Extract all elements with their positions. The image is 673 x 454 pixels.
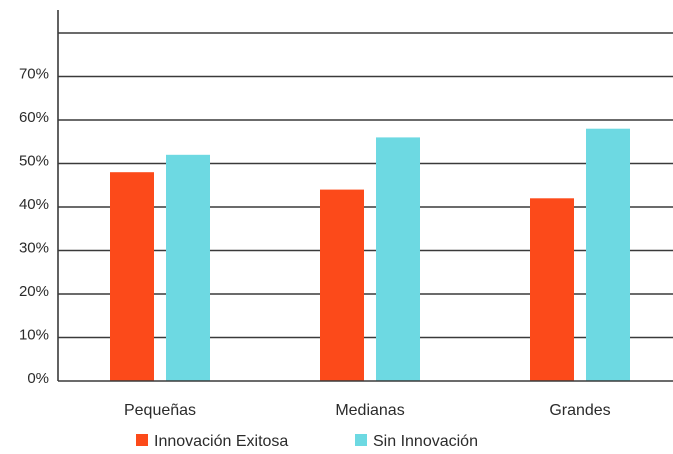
legend-label: Sin Innovación [373, 433, 478, 450]
bar [376, 137, 420, 381]
y-tick-label: 70% [19, 66, 49, 83]
x-tick-labels: Pequeñas Medianas Grandes [124, 402, 611, 419]
gridlines [58, 32, 673, 339]
x-tick-label: Medianas [335, 402, 404, 419]
bars [110, 128, 630, 381]
axes [57, 10, 673, 382]
legend-label: Innovación Exitosa [154, 433, 288, 450]
y-tick-label: 20% [19, 283, 49, 300]
y-tick-label: 0% [27, 370, 49, 387]
bar [110, 172, 154, 381]
bar [530, 198, 574, 381]
y-tick-label: 50% [19, 153, 49, 170]
y-tick-label: 60% [19, 109, 49, 126]
legend: Innovación Exitosa Sin Innovación [136, 433, 478, 450]
bar [320, 189, 364, 381]
y-tick-label: 30% [19, 240, 49, 257]
bar [166, 154, 210, 381]
x-tick-label: Pequeñas [124, 402, 196, 419]
x-tick-label: Grandes [549, 402, 610, 419]
legend-swatch [136, 434, 148, 446]
legend-swatch [355, 434, 367, 446]
y-tick-labels: 0% 10% 20% 30% 40% 50% 60% 70% [19, 66, 49, 388]
y-tick-label: 40% [19, 196, 49, 213]
y-tick-label: 10% [19, 327, 49, 344]
bar [586, 128, 630, 381]
